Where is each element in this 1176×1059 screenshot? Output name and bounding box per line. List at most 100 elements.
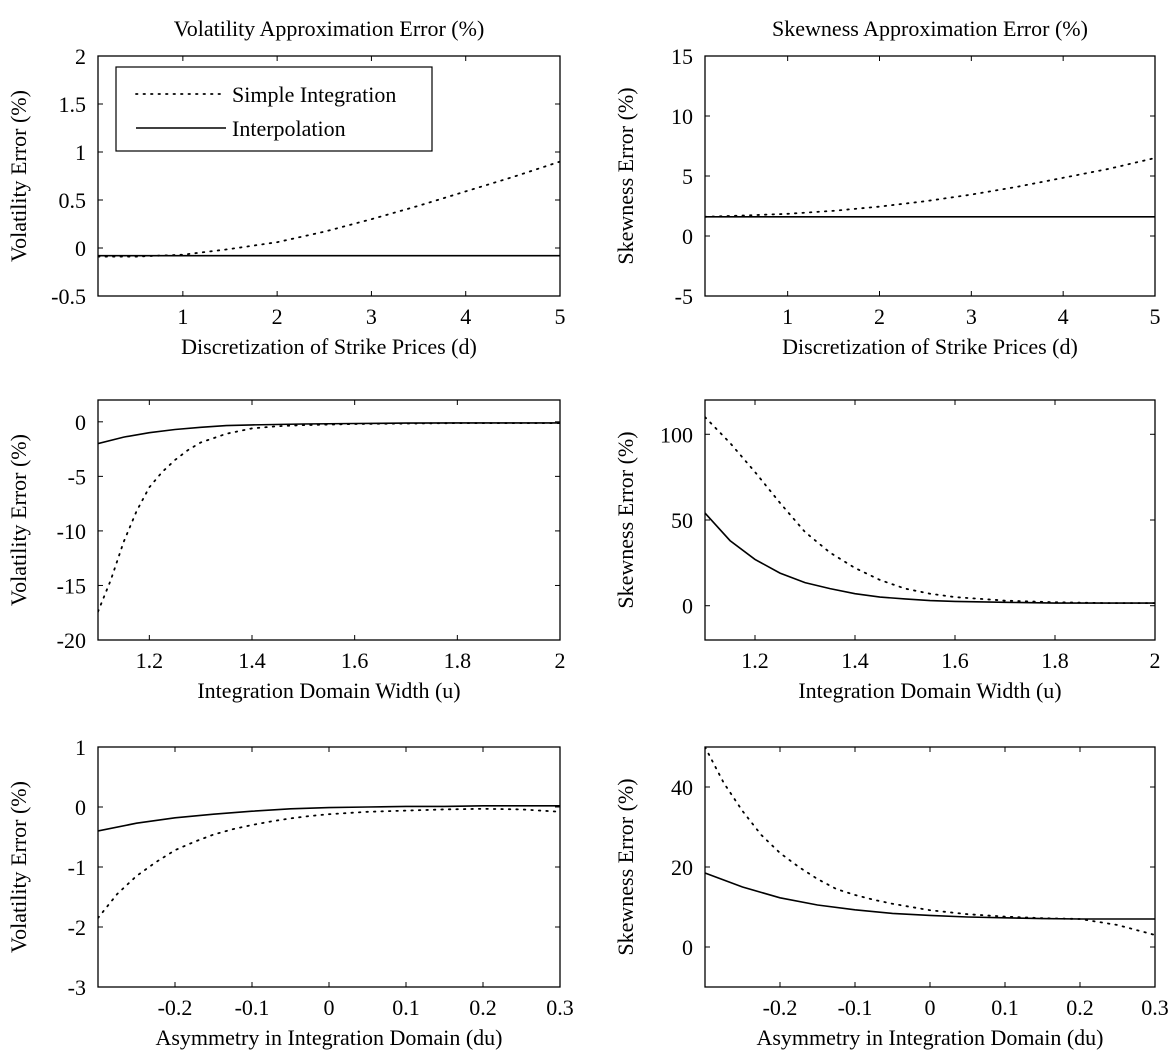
y-tick-label: 0 — [75, 236, 86, 261]
y-axis-label: Volatility Error (%) — [6, 90, 31, 262]
x-tick-label: 1.6 — [341, 648, 369, 673]
legend-box — [115, 66, 433, 152]
x-axis-label: Integration Domain Width (u) — [197, 678, 460, 703]
y-tick-label: 1 — [75, 735, 86, 760]
y-axis-label: Volatility Error (%) — [6, 781, 31, 953]
x-tick-label: 1.6 — [941, 648, 969, 673]
legend: Simple Integration Interpolation — [115, 66, 433, 152]
y-tick-label: -10 — [57, 519, 86, 544]
series-line-simple-integration — [98, 160, 560, 258]
x-tick-label: 0 — [925, 995, 936, 1020]
y-tick-label: 100 — [660, 422, 693, 447]
x-tick-label: 0.2 — [469, 995, 497, 1020]
chart-title: Skewness Approximation Error (%) — [772, 16, 1088, 41]
y-axis-label: Volatility Error (%) — [6, 434, 31, 606]
y-tick-label: 20 — [671, 855, 693, 880]
x-tick-label: 4 — [460, 304, 471, 329]
chart-panel-4: 1.2 1.4 1.6 1.8 2 0 50 100 Integration Domain Wi… — [613, 399, 1161, 703]
x-tick-label: 1.4 — [841, 648, 869, 673]
x-tick-label: 1.8 — [1041, 648, 1069, 673]
series-line-simple-integration — [98, 422, 560, 613]
x-tick-label: -0.2 — [158, 995, 193, 1020]
x-tick-label: 4 — [1058, 304, 1069, 329]
series-line-interpolation — [98, 804, 560, 832]
series-line-simple-integration — [705, 416, 1155, 604]
x-tick-label: 1.2 — [741, 648, 769, 673]
y-axis-label: Skewness Error (%) — [613, 431, 638, 608]
x-tick-label: 2 — [272, 304, 283, 329]
y-tick-label: 0.5 — [59, 188, 87, 213]
chart-panel-6: -0.2 -0.1 0 0.1 0.2 0.3 0 20 40 Asymmetry in Inte… — [613, 746, 1169, 1050]
x-tick-label: 0.1 — [991, 995, 1019, 1020]
series-line-simple-integration — [705, 747, 1155, 936]
y-tick-label: 0 — [682, 224, 693, 249]
x-tick-label: 1 — [177, 304, 188, 329]
series-line-interpolation — [705, 872, 1155, 920]
plot-frame — [97, 746, 561, 988]
series-line-interpolation — [705, 512, 1155, 604]
y-tick-label: 0 — [682, 594, 693, 619]
y-axis-label: Skewness Error (%) — [613, 778, 638, 955]
series-line-simple-integration — [98, 807, 560, 919]
x-tick-label: 3 — [966, 304, 977, 329]
x-tick-label: 0.3 — [546, 995, 574, 1020]
y-tick-label: 40 — [671, 775, 693, 800]
y-tick-label: -15 — [57, 573, 86, 598]
plot-frame — [97, 399, 561, 641]
chart-panel-3: 1.2 1.4 1.6 1.8 2 -20 -15 -10 -5 0 Integration Dom… — [6, 399, 566, 703]
x-axis-label: Asymmetry in Integration Domain (du) — [155, 1025, 502, 1050]
x-tick-label: 1.8 — [444, 648, 472, 673]
x-tick-label: -0.2 — [763, 995, 798, 1020]
chart-title: Volatility Approximation Error (%) — [174, 16, 485, 41]
y-axis-label: Skewness Error (%) — [613, 87, 638, 264]
chart-panel-1: 1 2 3 4 5 -0.5 0 0.5 1 1.5 2 Volatility Approximati… — [6, 16, 566, 359]
y-tick-label: 1 — [75, 140, 86, 165]
y-tick-label: -5 — [68, 464, 86, 489]
x-tick-label: -0.1 — [838, 995, 873, 1020]
plot-frame — [704, 55, 1156, 297]
y-tick-label: -1 — [68, 855, 86, 880]
y-tick-label: 2 — [75, 44, 86, 69]
x-axis-label: Asymmetry in Integration Domain (du) — [756, 1025, 1103, 1050]
y-tick-label: -2 — [68, 915, 86, 940]
series-line-interpolation — [98, 422, 560, 445]
x-tick-label: -0.1 — [235, 995, 270, 1020]
plot-frame — [704, 746, 1156, 988]
x-tick-label: 5 — [555, 304, 566, 329]
x-axis-label: Discretization of Strike Prices (d) — [181, 334, 477, 359]
y-tick-label: 0 — [75, 795, 86, 820]
plot-frame — [704, 399, 1156, 641]
x-axis-label: Discretization of Strike Prices (d) — [782, 334, 1078, 359]
x-tick-label: 0.3 — [1141, 995, 1169, 1020]
x-tick-label: 0.2 — [1066, 995, 1094, 1020]
x-tick-label: 0.1 — [392, 995, 420, 1020]
chart-panel-5: -0.2 -0.1 0 0.1 0.2 0.3 -3 -2 -1 0 1 Asymmetry in I… — [6, 735, 574, 1050]
x-tick-label: 1.4 — [238, 648, 266, 673]
y-tick-label: -20 — [57, 628, 86, 653]
y-tick-label: 5 — [682, 164, 693, 189]
x-tick-label: 5 — [1150, 304, 1161, 329]
x-tick-label: 3 — [366, 304, 377, 329]
x-tick-label: 1.2 — [136, 648, 164, 673]
x-tick-label: 0 — [324, 995, 335, 1020]
x-tick-label: 2 — [1150, 648, 1161, 673]
chart-panel-2: 1 2 3 4 5 -5 0 5 10 15 Skewness Approximation Erro… — [613, 16, 1161, 359]
x-axis-label: Integration Domain Width (u) — [798, 678, 1061, 703]
y-tick-label: 0 — [682, 935, 693, 960]
y-tick-label: 10 — [671, 104, 693, 129]
x-tick-label: 2 — [555, 648, 566, 673]
y-tick-label: 15 — [671, 44, 693, 69]
y-tick-label: -0.5 — [51, 284, 86, 309]
legend-label: Simple Integration — [232, 82, 396, 107]
y-tick-label: -3 — [68, 975, 86, 1000]
plot-frame — [97, 55, 561, 297]
y-tick-label: 50 — [671, 508, 693, 533]
y-tick-label: 1.5 — [59, 92, 87, 117]
x-tick-label: 2 — [874, 304, 885, 329]
y-tick-label: 0 — [75, 410, 86, 435]
series-line-simple-integration — [705, 157, 1155, 218]
x-tick-label: 1 — [782, 304, 793, 329]
legend-label: Interpolation — [232, 116, 346, 141]
y-tick-label: -5 — [675, 284, 693, 309]
